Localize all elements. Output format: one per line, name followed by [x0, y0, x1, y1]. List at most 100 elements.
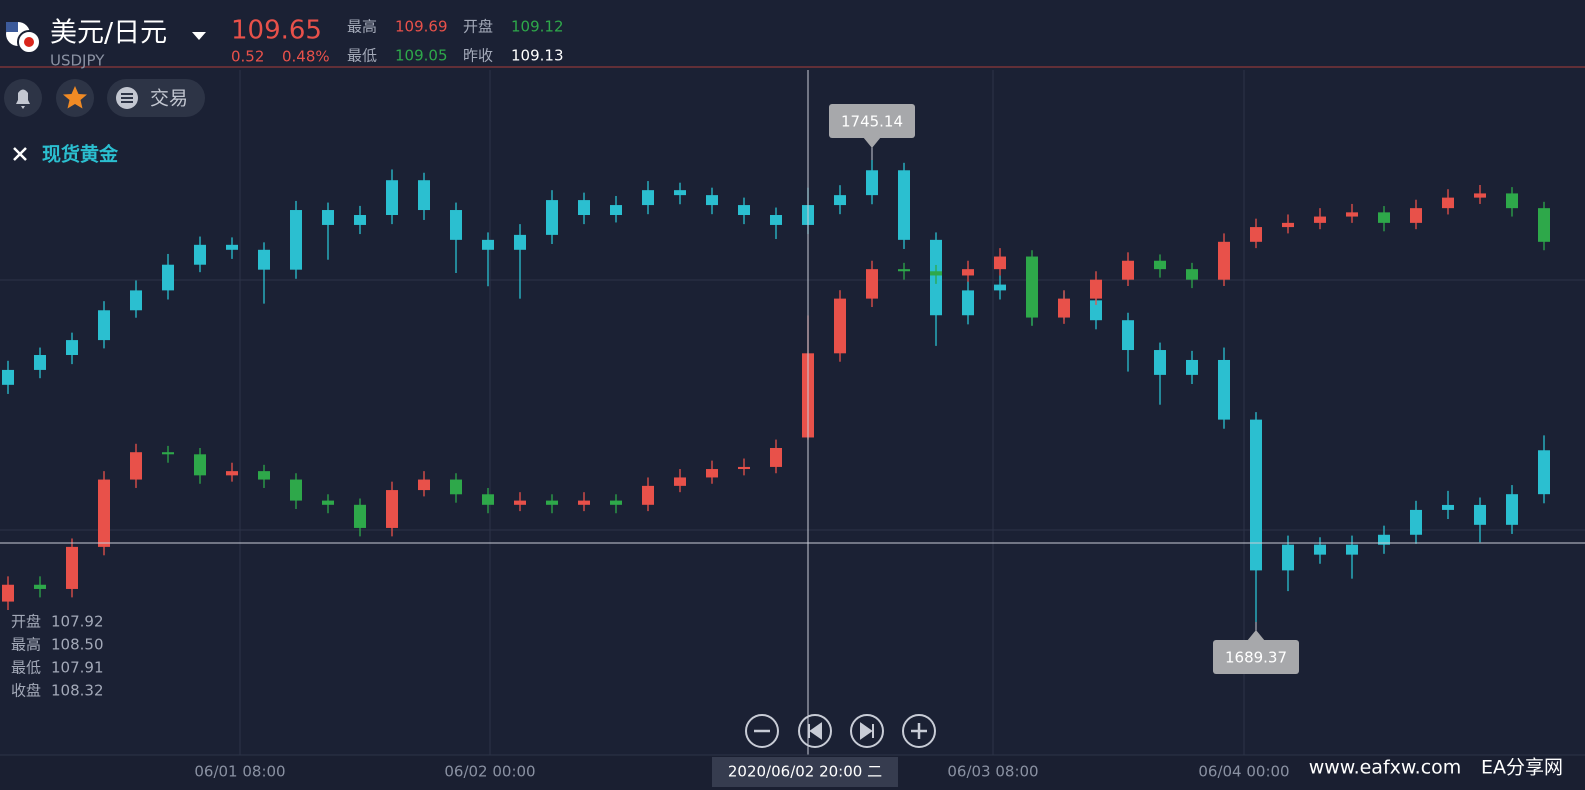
candle-body: [994, 256, 1006, 270]
candle-body: [738, 466, 750, 470]
candle-body: [642, 485, 654, 505]
candle-body: [258, 249, 270, 270]
candle-body: [162, 264, 174, 291]
candle-body: [962, 290, 974, 316]
crosshair-time-box: [712, 757, 898, 787]
candle-body: [1314, 544, 1326, 555]
pair-name: 美元/日元: [50, 18, 167, 49]
candle-body: [866, 269, 878, 299]
zoom-in-button[interactable]: [902, 714, 936, 748]
candle-body: [578, 500, 590, 505]
candle-body: [546, 200, 558, 235]
zoom-controls: [745, 714, 936, 748]
x-tick-label: 06/03 08:00: [947, 763, 1038, 781]
candle-body: [514, 234, 526, 250]
candle-body: [770, 447, 782, 467]
candle-body: [354, 215, 366, 225]
watermark-site: www.eafxw.com: [1309, 757, 1462, 779]
candle-body: [1506, 494, 1518, 525]
candle-body: [66, 340, 78, 356]
candle-body: [354, 504, 366, 528]
candle-body: [162, 452, 174, 455]
change: 0.52: [231, 48, 264, 66]
candle-body: [1218, 359, 1230, 420]
panel-value: 108.32: [51, 682, 104, 700]
candle-body: [898, 269, 910, 272]
panel-label: 收盘: [11, 682, 41, 700]
candle-body: [450, 210, 462, 240]
remove-overlay[interactable]: [13, 147, 27, 161]
panel-label: 开盘: [11, 613, 41, 631]
header: 美元/日元 USDJPY 109.65 0.52 0.48% 最高 109.69…: [6, 16, 564, 70]
candle-body: [834, 298, 846, 354]
panel-value: 108.50: [51, 636, 104, 654]
candle-body: [98, 310, 110, 341]
candle-body: [706, 195, 718, 206]
candle-body: [1026, 256, 1038, 318]
bell-icon: [16, 89, 30, 109]
candle-body: [290, 210, 302, 270]
candle-body: [194, 454, 206, 476]
pin-label: 1745.14: [841, 113, 903, 131]
zoom-out-button[interactable]: [745, 714, 779, 748]
candle-body: [322, 500, 334, 505]
candle-body: [738, 205, 750, 216]
candles: [2, 160, 1550, 622]
last-icon: [860, 722, 874, 740]
candle-body: [34, 584, 46, 589]
x-tick-label: 06/01 08:00: [194, 763, 285, 781]
first-button[interactable]: [798, 714, 832, 748]
candle-body: [770, 215, 782, 225]
candle-body: [226, 244, 238, 250]
candle-body: [1442, 504, 1454, 510]
candle-body: [866, 170, 878, 196]
pin-arrow: [863, 137, 881, 148]
pin-label: 1689.37: [1225, 649, 1287, 667]
candle-body: [898, 170, 910, 240]
candle-body: [610, 500, 622, 505]
candle-body: [1346, 212, 1358, 217]
candle-body: [1122, 320, 1134, 351]
x-tick-label: 06/02 00:00: [444, 763, 535, 781]
candle-body: [1090, 300, 1102, 321]
candle-body: [674, 190, 686, 196]
candle-body: [674, 477, 686, 486]
zoom-in-icon: [911, 723, 927, 739]
candle-body: [482, 494, 494, 505]
last-button[interactable]: [850, 714, 884, 748]
dropdown-icon[interactable]: [192, 32, 206, 40]
flag-us: [6, 22, 18, 32]
stat-label: 开盘: [463, 18, 493, 36]
stat-value: 109.69: [395, 18, 448, 36]
flag-jp: [24, 37, 34, 47]
panel-value: 107.91: [51, 659, 104, 677]
panel-value: 107.92: [51, 613, 104, 631]
star-icon: [63, 86, 87, 109]
candle-body: [2, 584, 14, 602]
stat-value: 109.12: [511, 18, 564, 36]
symbol: USDJPY: [50, 52, 105, 70]
candle-body: [1474, 193, 1486, 198]
price: 109.65: [231, 16, 322, 46]
first-icon: [808, 722, 822, 740]
candle-body: [418, 479, 430, 491]
candle-body: [386, 490, 398, 528]
ohlc-panel: 开盘 107.92 最高 108.50 最低 107.91 收盘 108.32: [11, 613, 104, 700]
candle-body: [226, 471, 238, 476]
candle-body: [610, 205, 622, 216]
x-tick-label: 06/04 00:00: [1198, 763, 1289, 781]
candle-body: [930, 271, 942, 276]
candle-body: [482, 239, 494, 250]
stat-label: 最高: [347, 18, 377, 36]
pin-box: [1213, 640, 1299, 674]
pin-box: [829, 104, 915, 138]
candle-body: [1058, 298, 1070, 318]
candle-body: [1154, 350, 1166, 375]
candle-body: [1410, 208, 1422, 223]
candle-body: [1506, 193, 1518, 209]
candle-body: [290, 479, 302, 501]
candle-body: [1410, 509, 1422, 535]
candle-body: [1474, 504, 1486, 525]
candle-body: [1186, 269, 1198, 280]
